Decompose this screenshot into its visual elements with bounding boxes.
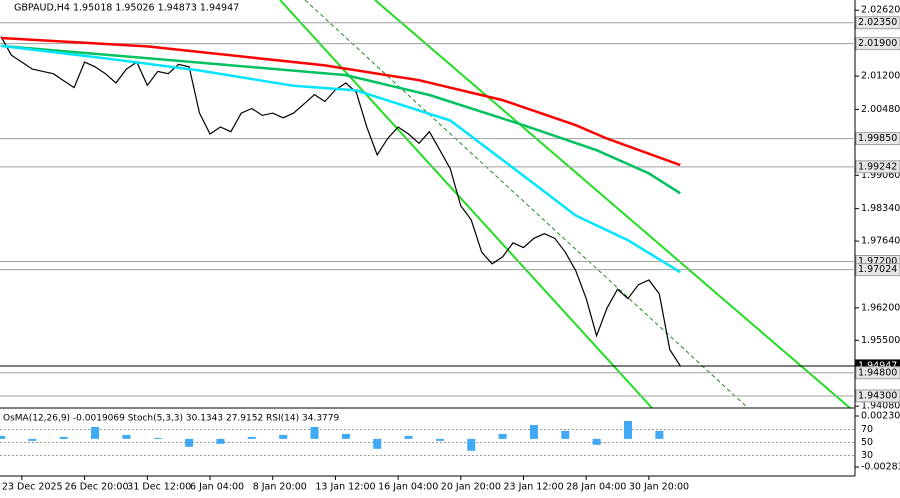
indicator-tick-label: 0.002305 <box>861 410 900 421</box>
level-box <box>855 160 900 174</box>
level-box <box>855 37 900 51</box>
price-line <box>0 36 681 367</box>
channel-line <box>374 0 851 409</box>
level-label: 1.99242 <box>858 161 897 172</box>
x-tick-label: 16 Jan 04:00 <box>378 482 438 493</box>
indicator-level-label: 50 <box>861 437 873 448</box>
level-label: 1.97200 <box>858 256 897 267</box>
y-tick-label: 1.94080 <box>861 401 900 412</box>
level-box <box>855 132 900 146</box>
osma-bar <box>624 421 632 439</box>
y-tick-label: 2.02620 <box>861 5 900 16</box>
level-box <box>855 389 900 403</box>
level-label: 1.97024 <box>858 264 897 275</box>
osma-bar <box>28 438 37 441</box>
level-box <box>855 263 900 277</box>
osma-bar <box>373 438 382 449</box>
moving-average <box>0 44 681 195</box>
level-label: 2.02350 <box>858 17 897 28</box>
osma-bar <box>122 434 131 439</box>
osma-bar <box>498 433 507 439</box>
level-box <box>855 16 900 30</box>
x-tick-label: 30 Jan 20:00 <box>629 482 689 493</box>
level-box <box>855 366 900 380</box>
level-label: 1.94800 <box>858 367 897 378</box>
y-tick-label: 1.99060 <box>861 170 900 181</box>
indicator-level-label: 30 <box>861 450 873 461</box>
x-tick-label: 23 Dec 2025 <box>2 482 63 493</box>
osma-bar <box>404 435 413 439</box>
x-tick-label: 13 Jan 12:00 <box>315 482 375 493</box>
osma-bar <box>592 438 601 445</box>
chart-title: GBPAUD,H4 1.95018 1.95026 1.94873 1.9494… <box>14 3 239 14</box>
osma-bar <box>310 426 319 439</box>
osma-bar <box>0 435 5 439</box>
x-tick-label: 23 Jan 12:00 <box>504 482 564 493</box>
level-label: 1.99850 <box>858 133 897 144</box>
y-tick-label: 2.00480 <box>861 104 900 115</box>
x-tick-label: 31 Dec 12:00 <box>127 482 191 493</box>
level-label: 1.94947 <box>858 360 897 371</box>
osma-bar <box>59 436 68 439</box>
indicator-level-label: 70 <box>861 424 873 435</box>
osma-bar <box>279 434 288 439</box>
x-tick-label: 26 Dec 20:00 <box>65 482 129 493</box>
osma-bar <box>91 426 100 439</box>
osma-bar <box>247 436 256 439</box>
y-tick-label: 2.01200 <box>861 71 900 82</box>
y-tick-label: 1.96200 <box>861 302 900 313</box>
x-tick-label: 6 Jan 04:00 <box>190 482 244 493</box>
osma-bar <box>529 424 538 439</box>
level-label: 1.94300 <box>858 390 897 401</box>
osma-bar <box>341 433 350 439</box>
channel-midline <box>304 0 749 409</box>
indicator-title: OsMA(12,26,9) -0.0019069 Stoch(5,3,3) 30… <box>3 414 339 424</box>
osma-bar <box>216 438 225 444</box>
x-tick-label: 20 Jan 20:00 <box>441 482 501 493</box>
osma-bar <box>561 430 570 439</box>
x-tick-label: 28 Jan 04:00 <box>566 482 626 493</box>
osma-bar <box>467 438 476 451</box>
y-tick-label: 1.97640 <box>861 236 900 247</box>
y-tick-label: 1.98340 <box>861 203 900 214</box>
osma-bar <box>655 430 664 439</box>
x-tick-label: 8 Jan 20:00 <box>253 482 307 493</box>
osma-bar <box>153 437 162 439</box>
indicator-tick-label: -0.002831 <box>861 461 900 472</box>
moving-average <box>0 44 681 274</box>
osma-bar <box>435 438 444 441</box>
moving-average <box>0 36 681 167</box>
osma-bar <box>185 438 194 447</box>
y-tick-label: 1.95500 <box>861 335 900 346</box>
level-label: 2.01900 <box>858 38 897 49</box>
